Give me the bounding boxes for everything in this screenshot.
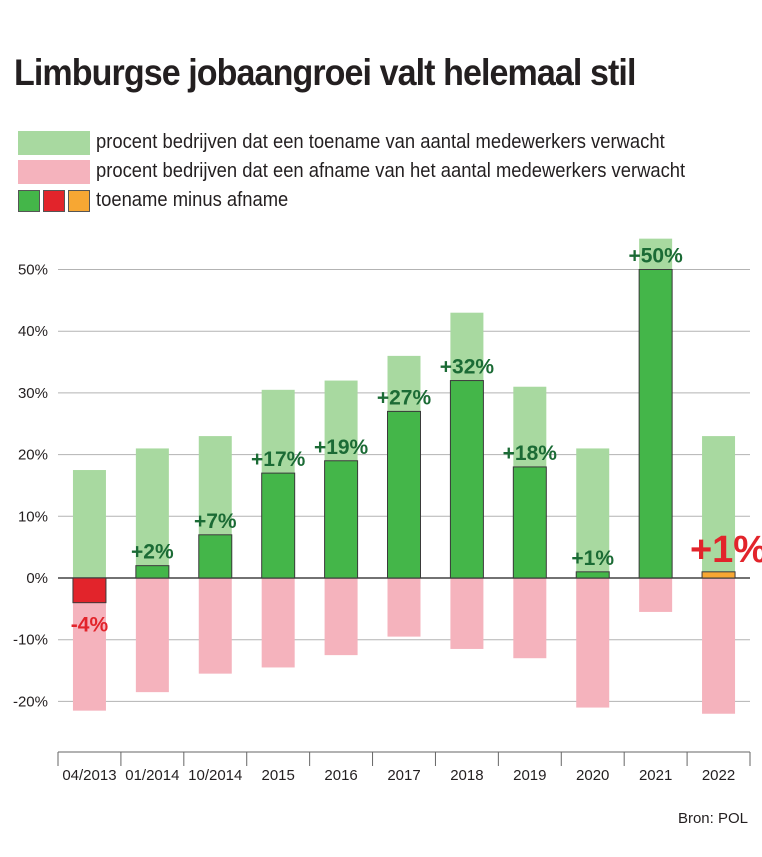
y-tick-label: -10% — [13, 632, 48, 649]
data-label-net: +2% — [131, 541, 174, 564]
x-tick-label: 2016 — [324, 767, 357, 784]
bar-increase — [72, 470, 106, 578]
legend-label-net: toename minus afname — [96, 189, 289, 211]
bar-net — [449, 380, 484, 579]
data-label-net: -4% — [71, 614, 109, 637]
y-tick-label: 40% — [18, 323, 48, 340]
data-label-net: +17% — [251, 448, 306, 471]
y-tick-label: 30% — [18, 385, 48, 402]
x-tick-label: 2022 — [702, 767, 735, 784]
legend: procent bedrijven dat een toename van aa… — [18, 128, 736, 215]
y-tick-label: 10% — [18, 508, 48, 525]
bar-decrease — [513, 578, 547, 659]
y-tick-label: 50% — [18, 262, 48, 279]
bar-decrease — [702, 578, 736, 714]
data-label-net: +18% — [503, 442, 558, 465]
legend-swatch-decrease — [18, 159, 90, 184]
bar-net — [198, 534, 233, 579]
bar-increase — [576, 448, 610, 578]
data-label-net: +50% — [628, 245, 683, 268]
bar-increase — [702, 436, 736, 578]
bar-net — [512, 466, 547, 579]
bar-decrease — [135, 578, 169, 693]
bar-net — [638, 269, 673, 579]
legend-swatch-net-negative — [43, 189, 65, 212]
legend-item-decrease: procent bedrijven dat een afname van het… — [18, 157, 736, 186]
x-tick-label: 2015 — [261, 767, 294, 784]
bar-decrease — [576, 578, 610, 708]
bar-net — [324, 460, 359, 579]
bar-decrease — [387, 578, 421, 637]
bar-net — [135, 565, 170, 579]
chart-title: Limburgse jobaangroei valt helemaal stil — [14, 52, 636, 93]
legend-label-increase: procent bedrijven dat een toename van aa… — [96, 131, 665, 153]
source-note: Bron: POL — [677, 810, 748, 827]
data-label-net: +19% — [314, 436, 369, 459]
legend-swatch-net — [18, 189, 90, 212]
x-tick-label: 04/2013 — [62, 767, 116, 784]
x-tick-label: 2017 — [387, 767, 420, 784]
legend-swatch-net-highlight — [68, 189, 90, 212]
data-label-net: +7% — [194, 510, 237, 533]
bar-decrease — [324, 578, 358, 656]
x-tick-label: 01/2014 — [125, 767, 179, 784]
legend-item-increase: procent bedrijven dat een toename van aa… — [18, 128, 736, 157]
data-label-net: +32% — [440, 356, 495, 379]
data-label-net: +27% — [377, 386, 432, 409]
legend-swatch-net-positive — [18, 189, 40, 212]
data-label-net: +1% — [571, 547, 614, 570]
y-tick-label: -20% — [13, 693, 48, 710]
x-tick-label: 2021 — [639, 767, 672, 784]
bar-decrease — [450, 578, 484, 649]
bar-net — [387, 410, 421, 579]
bar-decrease — [639, 578, 673, 612]
x-tick-label: 10/2014 — [188, 767, 242, 784]
legend-swatch-increase — [18, 130, 90, 155]
bar-decrease — [198, 578, 232, 674]
bar-net — [72, 577, 107, 604]
legend-item-net: toename minus afname — [18, 186, 736, 215]
data-label-net: +1% — [690, 529, 762, 571]
bar-net — [575, 571, 610, 579]
legend-label-decrease: procent bedrijven dat een afname van het… — [96, 160, 686, 182]
bar-decrease — [261, 578, 295, 668]
bar-net — [701, 571, 736, 579]
bar-increase — [135, 448, 169, 578]
x-tick-label: 2018 — [450, 767, 483, 784]
y-tick-label: 20% — [18, 447, 48, 464]
x-tick-label: 2020 — [576, 767, 609, 784]
x-tick-label: 2019 — [513, 767, 546, 784]
bar-net — [261, 472, 296, 579]
y-tick-label: 0% — [26, 570, 48, 587]
